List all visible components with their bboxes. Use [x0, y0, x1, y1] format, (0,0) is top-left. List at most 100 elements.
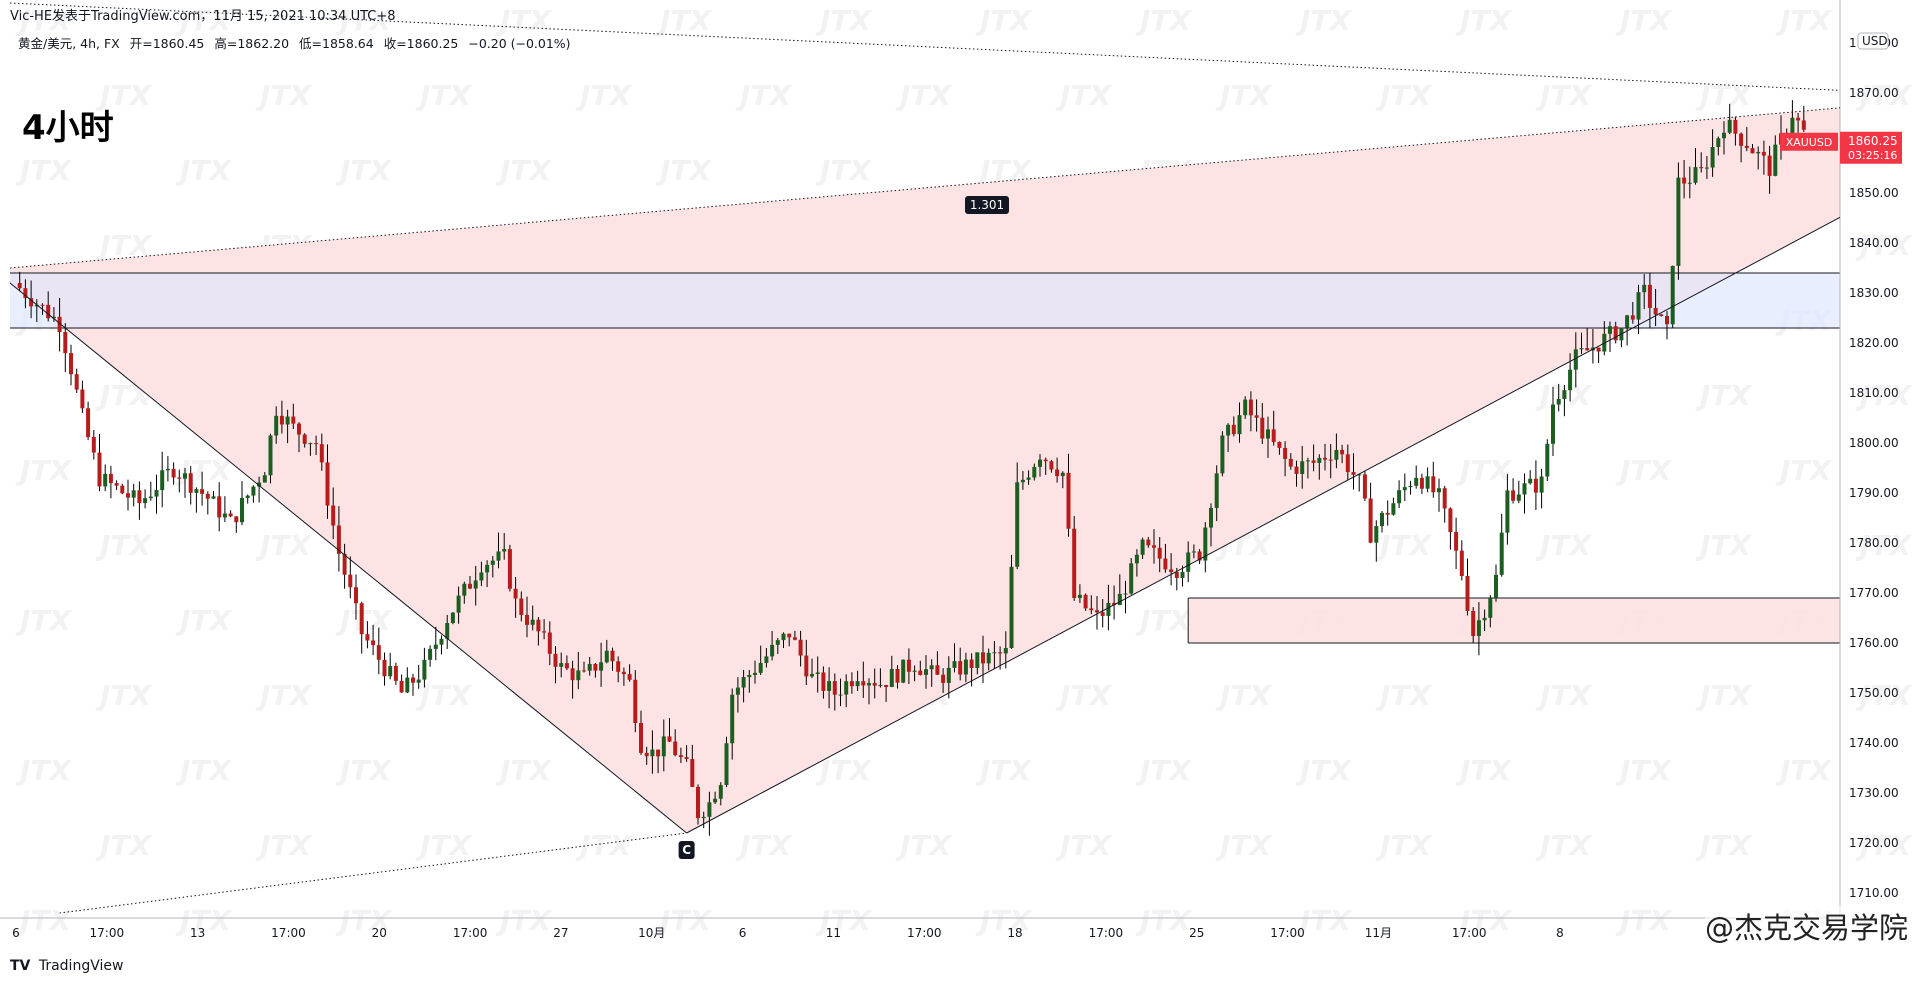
watermark-mark: JTX — [495, 754, 553, 787]
candle-down — [593, 663, 598, 671]
tradingview-footer[interactable]: 𝗧𝗩 TradingView — [10, 958, 123, 974]
candle-up — [251, 486, 256, 496]
watermark-mark: JTX — [1535, 679, 1593, 712]
candle-down — [1665, 316, 1669, 325]
candle-down — [1112, 602, 1117, 606]
candle-up — [1522, 483, 1527, 495]
candle-down — [513, 588, 518, 599]
candle-down — [177, 477, 182, 479]
x-tick-label: 17:00 — [453, 926, 488, 940]
y-tick-label: 1820.00 — [1849, 336, 1899, 350]
candle-down — [1767, 155, 1772, 176]
candle-down — [1288, 458, 1293, 467]
watermark-mark: JTX — [335, 154, 393, 187]
watermark-mark: JTX — [175, 154, 233, 187]
candle-down — [1055, 469, 1060, 477]
candle-down — [542, 631, 547, 633]
watermark-mark: JTX — [1855, 679, 1913, 712]
candle-down — [69, 353, 73, 375]
watermark-mark: JTX — [495, 904, 553, 937]
candle-down — [644, 752, 649, 757]
watermark-mark: JTX — [1535, 529, 1593, 562]
candle-up — [735, 687, 740, 695]
candle-down — [1465, 576, 1470, 611]
currency-badge — [1857, 32, 1889, 50]
candle-up — [724, 743, 729, 786]
candle-down — [1362, 474, 1367, 499]
watermark-mark: JTX — [1055, 829, 1113, 862]
descending — [9, 282, 687, 834]
candle-up — [1180, 571, 1185, 578]
candle-up — [1710, 147, 1715, 168]
candle-up — [1494, 574, 1498, 599]
watermark-mark: JTX — [1055, 679, 1113, 712]
candle-down — [1801, 120, 1806, 130]
candle-up — [262, 475, 267, 483]
ratio-label: 1.301 — [970, 198, 1004, 212]
watermark-mark: JTX — [415, 829, 473, 862]
candle-up — [1391, 503, 1396, 515]
candle-down — [1613, 326, 1618, 341]
candle-down — [1796, 117, 1801, 121]
candle-down — [126, 493, 130, 498]
candle-up — [1226, 424, 1231, 436]
candle-down — [792, 637, 797, 640]
watermark-mark: JTX — [1295, 754, 1353, 787]
candle-up — [764, 656, 769, 663]
candle-down — [610, 650, 615, 662]
candle-down — [1294, 466, 1299, 474]
candle-down — [1653, 307, 1658, 315]
watermark-mark: JTX — [1775, 754, 1833, 787]
candle-down — [935, 665, 940, 675]
candle-up — [1300, 461, 1305, 474]
watermark-mark: JTX — [15, 4, 73, 37]
y-tick-label: 1870.00 — [1849, 86, 1899, 100]
watermark-mark: JTX — [95, 79, 153, 112]
watermark-mark: JTX — [1055, 79, 1113, 112]
candle-up — [1129, 563, 1134, 594]
watermark-mark: JTX — [575, 829, 633, 862]
watermark-mark: JTX — [975, 4, 1033, 37]
watermark-mark: JTX — [415, 79, 473, 112]
candle-down — [684, 757, 689, 760]
candle-up — [1357, 474, 1362, 476]
candle-down — [627, 674, 632, 680]
candle-down — [1152, 545, 1156, 548]
watermark-mark: JTX — [255, 679, 313, 712]
candle-up — [1642, 284, 1647, 293]
candle-down — [411, 677, 415, 683]
candle-up — [502, 549, 507, 552]
candle-down — [1419, 477, 1424, 489]
candle-up — [1060, 472, 1065, 477]
candle-down — [1750, 148, 1755, 154]
x-tick-label: 27 — [553, 926, 568, 940]
candle-up — [308, 443, 313, 445]
candle-up — [1106, 602, 1111, 616]
ratio-badge — [965, 196, 1009, 214]
candle-down — [553, 653, 558, 667]
candle-up — [1038, 459, 1042, 467]
candle-down — [1089, 608, 1094, 611]
watermark-mark: JTX — [1215, 679, 1273, 712]
candle-down — [1454, 532, 1459, 551]
candle-up — [1020, 479, 1025, 483]
candle-down — [673, 741, 678, 756]
candle-down — [1323, 457, 1327, 460]
candle-up — [924, 669, 928, 675]
watermark-mark: JTX — [1615, 754, 1673, 787]
symbol-label[interactable]: 黄金/美元, 4h, FX — [18, 36, 120, 51]
candle-down — [314, 443, 319, 445]
candle-down — [519, 598, 524, 615]
candle-down — [29, 298, 34, 307]
x-tick-label: 17:00 — [907, 926, 942, 940]
y-tick-label: 1850.00 — [1849, 186, 1899, 200]
candle-up — [1134, 554, 1139, 564]
candle-down — [969, 659, 974, 669]
candle-down — [23, 288, 28, 299]
y-tick-label: 1770.00 — [1849, 586, 1899, 600]
candle-up — [1636, 292, 1641, 320]
candle-up — [445, 622, 450, 639]
candle-down — [86, 408, 91, 438]
candle-down — [359, 603, 364, 635]
